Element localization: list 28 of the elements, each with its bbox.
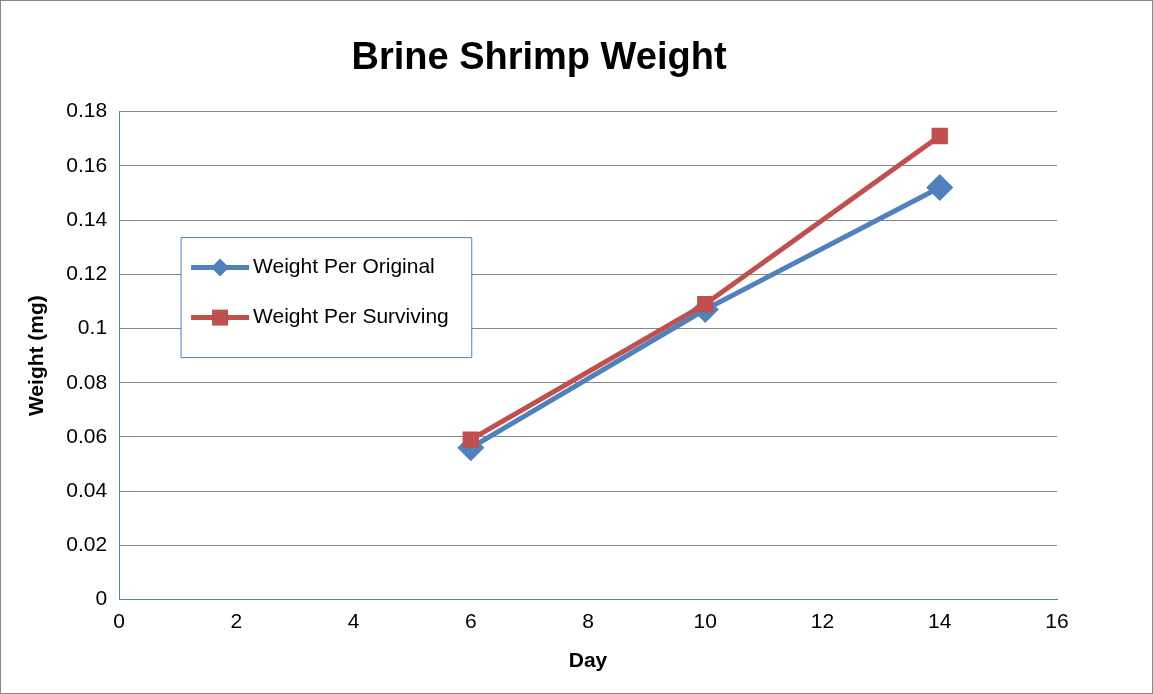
y-tick-label: 0.18 — [66, 98, 108, 122]
x-tick-label: 2 — [230, 609, 243, 632]
legend-label: Weight Per Surviving — [253, 304, 449, 328]
x-tick-label: 12 — [810, 609, 835, 632]
x-tick-label: 14 — [928, 609, 952, 632]
point — [927, 175, 953, 201]
x-tick-label: 4 — [347, 609, 360, 632]
point — [462, 431, 479, 448]
y-tick-label: 0.16 — [66, 152, 108, 176]
x-tick-label: 10 — [693, 609, 717, 632]
x-tick-label: 0 — [113, 609, 125, 632]
y-tick-label: 0.08 — [66, 369, 108, 393]
chart-title: Brine Shrimp Weight — [351, 35, 727, 78]
y-tick-label: 0.02 — [66, 532, 108, 556]
y-axis-title: Weight (mg) — [24, 295, 48, 417]
x-tick-label: 16 — [1045, 609, 1069, 632]
y-tick-label: 0.04 — [66, 477, 108, 501]
y-tick-label: 0.06 — [66, 423, 108, 447]
y-tick-label: 0.12 — [66, 261, 108, 285]
y-tick-label: 0.1 — [77, 315, 108, 339]
x-tick-label: 6 — [464, 609, 477, 632]
legend-label: Weight Per Original — [253, 254, 435, 278]
x-axis-title: Day — [568, 648, 608, 672]
y-tick-label: 0 — [95, 586, 108, 610]
y-tick-label: 0.14 — [66, 206, 108, 230]
point — [697, 295, 714, 313]
x-tick-label: 8 — [582, 609, 594, 632]
point — [931, 127, 948, 145]
